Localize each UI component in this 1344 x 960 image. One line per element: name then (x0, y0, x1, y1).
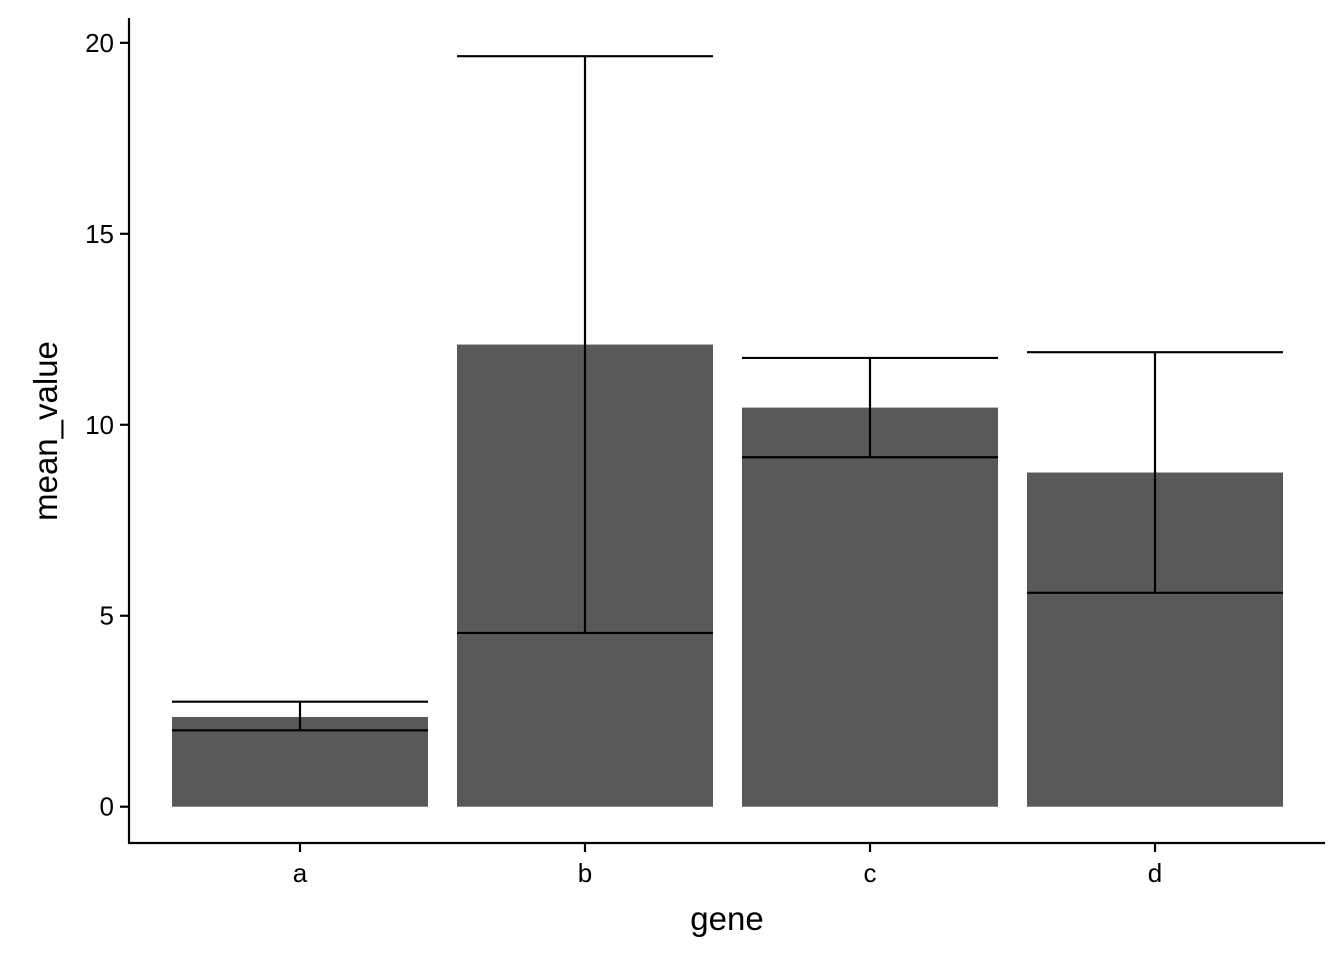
bars-layer (172, 344, 1283, 807)
y-axis-title: mean_value (27, 341, 64, 521)
axes-layer (127, 18, 1325, 845)
y-tick-label-5: 5 (100, 601, 114, 631)
error-bars-layer (172, 55, 1283, 732)
y-tick-label-0: 0 (100, 792, 114, 822)
x-ticks-layer: a b c d (293, 843, 1162, 888)
x-tick-label-d: d (1148, 858, 1162, 888)
bar-c (742, 407, 998, 807)
x-tick-label-b: b (578, 858, 592, 888)
y-tick-label-15: 15 (85, 219, 114, 249)
x-tick-label-a: a (293, 858, 308, 888)
y-ticks-layer: 0 5 10 15 20 (85, 28, 129, 822)
x-tick-label-c: c (864, 858, 877, 888)
y-tick-label-20: 20 (85, 28, 114, 58)
x-axis-title: gene (690, 900, 763, 937)
y-tick-label-10: 10 (85, 410, 114, 440)
bar-a (172, 716, 428, 807)
